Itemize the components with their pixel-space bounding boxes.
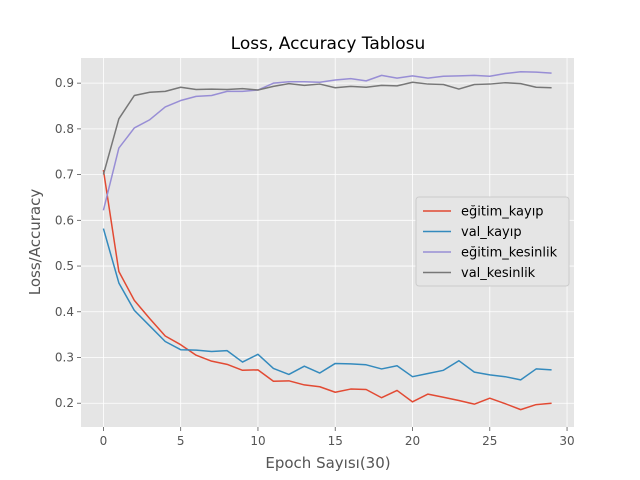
series-lines <box>102 70 552 411</box>
y-tick-label: 0.3 <box>55 350 74 364</box>
x-tick-label: 25 <box>482 434 497 448</box>
legend-box <box>415 196 570 287</box>
x-tick-label: 20 <box>405 434 420 448</box>
y-tick-label: 0.2 <box>55 396 74 410</box>
legend: eğitim_kayıp val_kayıp eğitim_kesinlik val_… <box>415 196 570 287</box>
y-tick-label: 0.6 <box>55 213 74 227</box>
y-tick-label: 0.7 <box>55 168 74 182</box>
y-axis-label: Loss/Accuracy <box>26 189 44 296</box>
y-tick-label: 0.4 <box>55 305 74 319</box>
series-line <box>102 169 552 411</box>
legend-label: eğitim_kayıp <box>461 205 544 220</box>
legend-label: val_kesinlik <box>461 266 536 281</box>
legend-label: eğitim_kesinlik <box>461 246 558 261</box>
x-axis-ticks: 0 5 10 15 20 25 30 <box>100 427 575 448</box>
series-line <box>102 70 552 211</box>
legend-label: val_kayıp <box>461 225 522 240</box>
x-tick-label: 15 <box>328 434 343 448</box>
x-tick-label: 5 <box>177 434 185 448</box>
x-axis-label: Epoch Sayısı(30) <box>265 454 390 472</box>
y-axis-ticks: 0.2 0.3 0.4 0.5 0.6 0.7 0.8 0.9 <box>55 76 81 410</box>
series-line <box>102 228 552 381</box>
x-tick-label: 0 <box>100 434 108 448</box>
y-tick-label: 0.5 <box>55 259 74 273</box>
x-tick-label: 30 <box>559 434 574 448</box>
x-tick-label: 10 <box>250 434 265 448</box>
y-tick-label: 0.8 <box>55 122 74 136</box>
chart-title: Loss, Accuracy Tablosu <box>231 34 426 54</box>
y-tick-label: 0.9 <box>55 76 74 90</box>
series-line <box>102 81 552 175</box>
